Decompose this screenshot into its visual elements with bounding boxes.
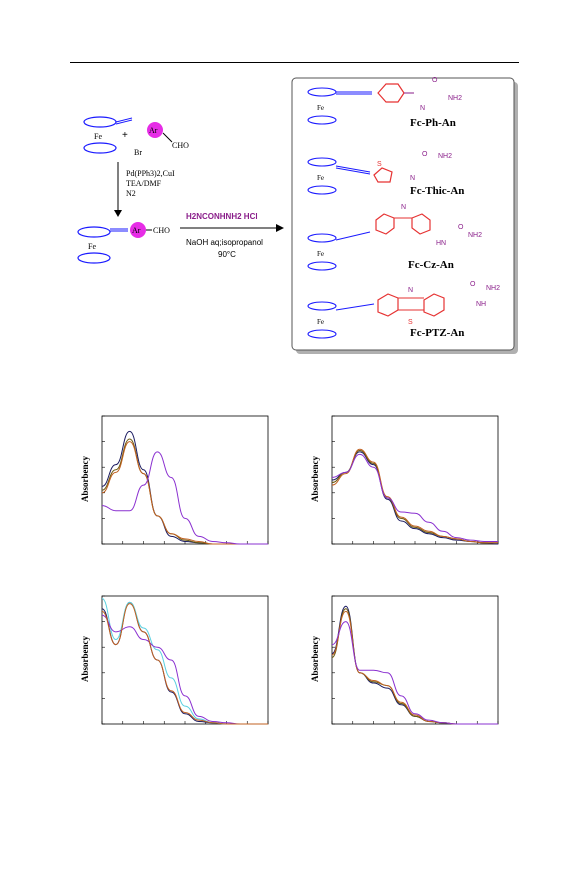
- product-box: [291, 77, 515, 351]
- y-axis-label: Absorbency: [80, 455, 90, 502]
- series-line: [101, 438, 268, 545]
- ferrocene-icon: Fe: [83, 116, 117, 154]
- svg-text:O: O: [422, 151, 428, 158]
- ar-circle: [147, 122, 163, 138]
- series-line: [101, 603, 268, 725]
- reagent-label: H2NCONHNH2 HCl: [186, 212, 258, 221]
- cho-label: CHO: [172, 141, 189, 150]
- svg-text:N: N: [401, 204, 406, 211]
- spectrum-panel-4: Absorbency: [310, 595, 499, 725]
- series-line: [101, 614, 268, 725]
- conditions-1: Pd(PPh3)2,CuI TEA/DMF N2: [126, 169, 177, 198]
- series-line: [331, 453, 498, 542]
- svg-text:HN: HN: [436, 240, 446, 247]
- plot-frame: [101, 595, 269, 725]
- svg-text:O: O: [470, 281, 476, 288]
- svg-text:NH2: NH2: [468, 232, 482, 239]
- spectrum-panel-2: Absorbency: [310, 415, 499, 545]
- svg-text:NH2: NH2: [486, 285, 500, 292]
- product-name: Fc-PTZ-An: [410, 327, 464, 339]
- spectrum-panel-1: Absorbency: [80, 415, 269, 545]
- series-line: [101, 430, 268, 545]
- series-line: [331, 451, 499, 545]
- svg-text:NH: NH: [476, 301, 486, 308]
- product-fc-cz-an: Fe N O NH2 HN Fc-Cz-An: [307, 204, 482, 271]
- svg-text:NH2: NH2: [438, 153, 452, 160]
- plus-sign: +: [122, 130, 128, 141]
- alkyne-bond: [115, 117, 133, 123]
- svg-text:O: O: [458, 224, 464, 231]
- svg-text:Ar: Ar: [132, 226, 141, 235]
- svg-text:N: N: [420, 105, 425, 112]
- series-line: [101, 441, 268, 545]
- y-axis-label: Absorbency: [310, 635, 320, 682]
- ar-circle: [130, 222, 146, 238]
- svg-text:Fe: Fe: [317, 318, 324, 326]
- ferrocene-icon: Fe: [77, 226, 111, 264]
- header-rule: [70, 62, 519, 63]
- spectrum-panel-3: Absorbency: [80, 595, 269, 725]
- svg-text:Fe: Fe: [317, 104, 324, 112]
- svg-text:CHO: CHO: [153, 226, 170, 235]
- product-fc-thic-an: Fe S O NH2 N Fc-Thic-An: [307, 151, 464, 197]
- fe-label: Fe: [94, 132, 102, 141]
- conditions-2: NaOH aq;isopropanol 90°C: [186, 238, 265, 259]
- series-line: [101, 451, 268, 545]
- svg-text:Ar: Ar: [149, 126, 158, 135]
- svg-text:Fe: Fe: [88, 242, 96, 251]
- product-name: Fc-Cz-An: [408, 259, 454, 271]
- series-line: [331, 448, 498, 544]
- svg-text:N: N: [408, 287, 413, 294]
- svg-text:N: N: [410, 175, 415, 182]
- svg-text:O: O: [432, 77, 438, 84]
- plot-frame: [101, 415, 269, 545]
- reaction-scheme: Fe + Br Ar CHO Pd(PPh3)2,CuI TEA/DMF N2 …: [77, 77, 518, 354]
- svg-text:Fe: Fe: [317, 250, 324, 258]
- br-label: Br: [134, 148, 142, 157]
- svg-text:S: S: [377, 161, 382, 168]
- svg-text:NH2: NH2: [448, 95, 462, 102]
- svg-text:Fe: Fe: [317, 174, 324, 182]
- product-fc-ph-an: Fe O NH2 N Fc-Ph-An: [307, 77, 462, 129]
- series-line: [331, 621, 498, 725]
- y-axis-label: Absorbency: [310, 455, 320, 502]
- product-fc-ptz-an: Fe N S O NH2 NH Fc-PTZ-An: [307, 281, 500, 339]
- y-axis-label: Absorbency: [80, 635, 90, 682]
- series-line: [101, 598, 268, 725]
- svg-text:S: S: [408, 319, 413, 326]
- plot-frame: [331, 595, 499, 725]
- product-name: Fc-Ph-An: [410, 117, 456, 129]
- product-name: Fc-Thic-An: [410, 185, 464, 197]
- plot-frame: [331, 415, 499, 545]
